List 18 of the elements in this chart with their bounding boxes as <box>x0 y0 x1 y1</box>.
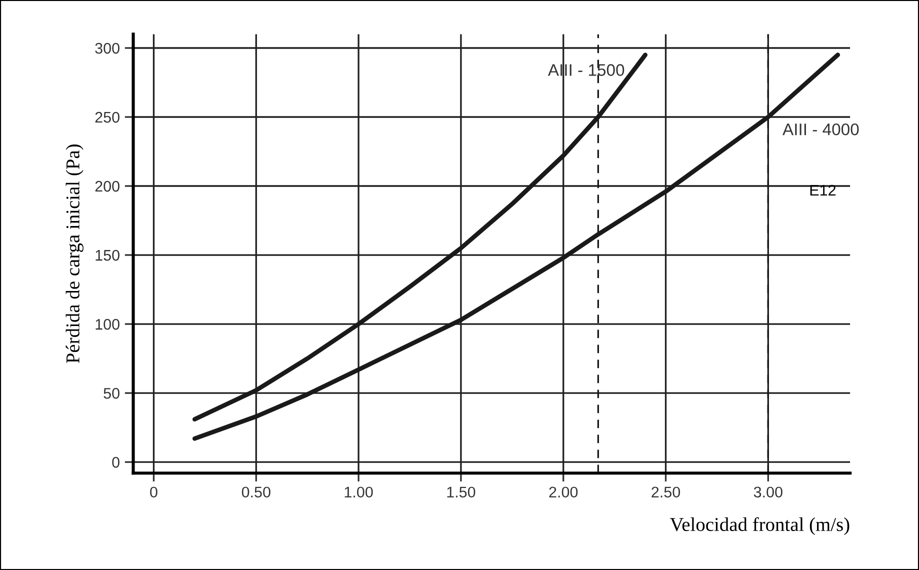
y-tick-label: 150 <box>96 250 120 261</box>
x-tick-label: 3.00 <box>754 486 782 498</box>
x-tick-label: 0 <box>150 486 158 498</box>
y-tick-label: 250 <box>95 112 120 123</box>
x-tick-label: 1.00 <box>344 486 373 498</box>
y-tick-label: 100 <box>96 318 120 330</box>
y-tick-label: 50 <box>104 388 120 399</box>
y-axis-title: Pérdida de carga inicial (Pa) <box>66 144 84 364</box>
x-tick-label: 0.50 <box>242 486 270 498</box>
x-tick-label: 2.50 <box>652 486 680 498</box>
series-label: AIII - 4000 <box>782 123 859 136</box>
x-tick-label: 1.50 <box>447 486 476 498</box>
annotation: E12 <box>810 184 836 196</box>
y-tick-label: 200 <box>95 180 120 192</box>
x-tick-label: 2.00 <box>549 486 578 498</box>
y-tick-label: 0 <box>112 456 120 468</box>
x-axis-title: Velocidad frontal (m/s) <box>670 517 850 536</box>
y-tick-label: 300 <box>95 42 120 54</box>
